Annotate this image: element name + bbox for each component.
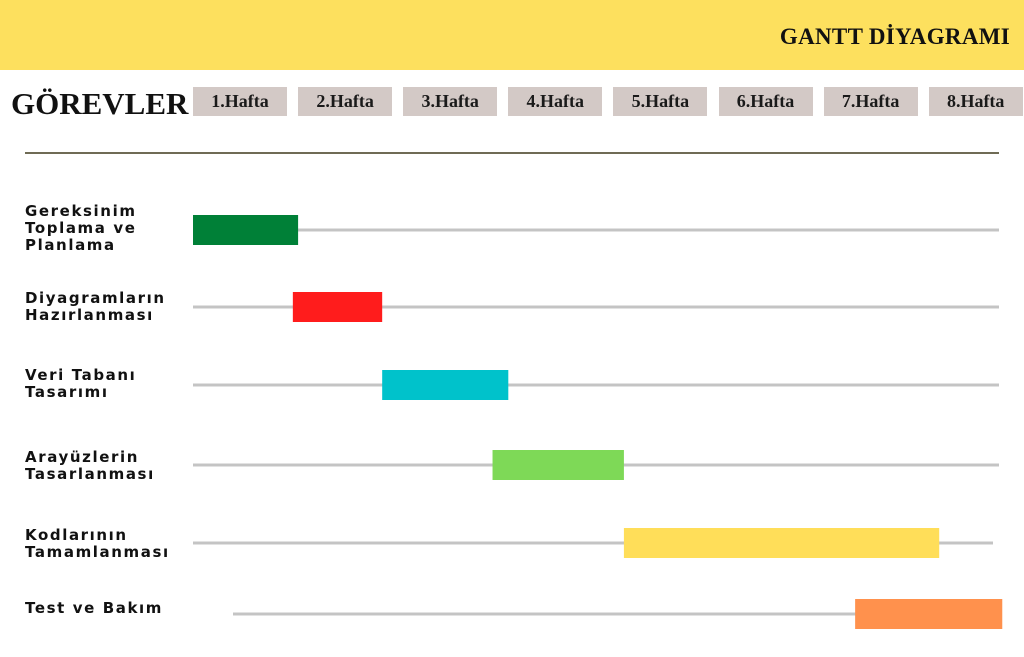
task-bar-1 <box>193 215 299 245</box>
week-header-4: 4.Hafta <box>508 87 603 116</box>
task-label-1: Gereksinim Toplama ve Planlama <box>25 202 137 254</box>
task-label-6: Test ve Bakım <box>25 599 164 617</box>
task-bar-4 <box>492 450 624 480</box>
task-label-2: Diyagramların Hazırlanması <box>25 289 166 324</box>
task-label-5: Kodlarının Tamamlanması <box>25 526 170 561</box>
week-header-5: 5.Hafta <box>613 87 708 116</box>
week-header-6: 6.Hafta <box>718 87 813 116</box>
week-header-3: 3.Hafta <box>403 87 498 116</box>
task-label-3: Veri Tabanı Tasarımı <box>25 366 137 401</box>
task-bar-5 <box>623 528 940 558</box>
task-bar-2 <box>292 292 383 322</box>
week-header-7: 7.Hafta <box>823 87 918 116</box>
task-bar-3 <box>382 370 509 400</box>
week-header-8: 8.Hafta <box>928 87 1023 116</box>
week-header-2: 2.Hafta <box>298 87 393 116</box>
header-divider <box>25 152 999 154</box>
tasks-heading: GÖREVLER <box>11 86 189 121</box>
task-bar-6 <box>855 599 1003 629</box>
week-header-1: 1.Hafta <box>193 87 287 116</box>
chart-title: GANTT DİYAGRAMI <box>779 24 1010 49</box>
task-label-4: Arayüzlerin Tasarlanması <box>25 448 155 483</box>
header-band <box>0 0 1024 70</box>
